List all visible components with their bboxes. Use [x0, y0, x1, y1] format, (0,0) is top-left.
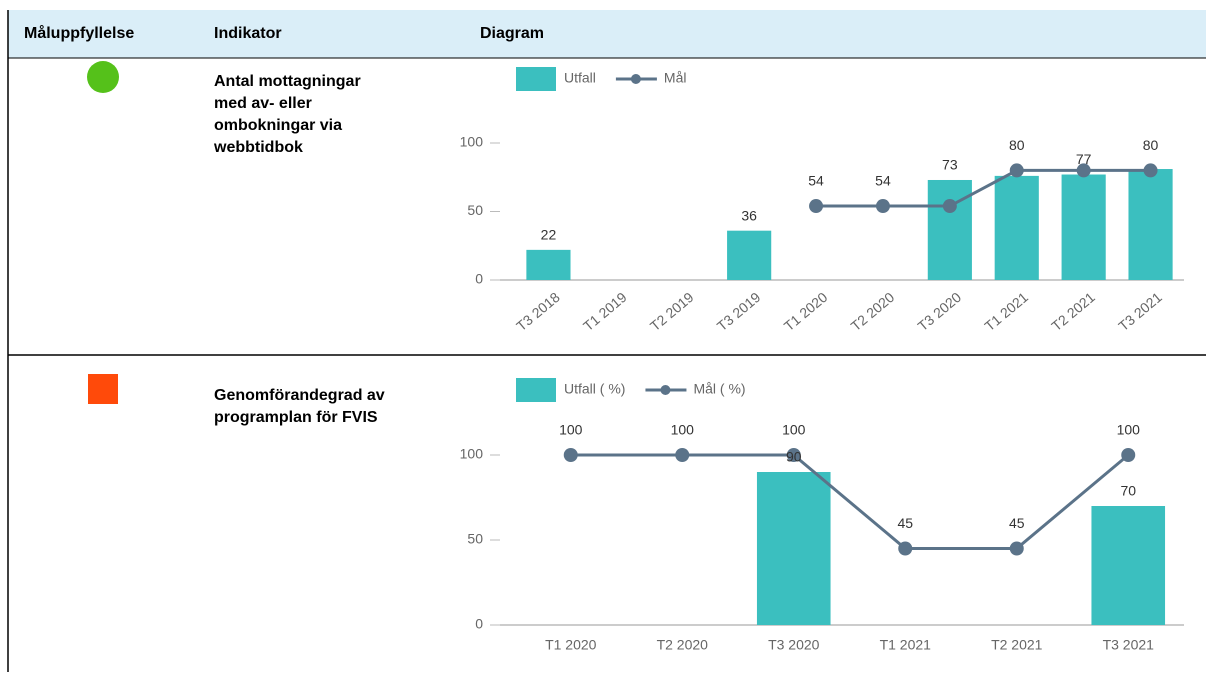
y-tick-label: 100	[460, 446, 484, 462]
indicator-text: programplan för FVIS	[214, 409, 378, 426]
x-tick-label: T3 2020	[768, 637, 820, 653]
data-label: 45	[1009, 515, 1025, 531]
line-point	[675, 448, 690, 462]
indicator-text: med av- eller	[214, 95, 312, 112]
indicator-text: webbtidbok	[213, 139, 303, 156]
data-label: 70	[1120, 483, 1136, 499]
y-tick-label: 100	[460, 134, 484, 150]
legend-swatch	[516, 378, 556, 402]
x-tick-label: T2 2021	[1048, 289, 1098, 334]
x-tick-label: T1 2019	[580, 289, 630, 334]
data-label: 100	[559, 422, 583, 438]
status-indicator	[88, 374, 118, 404]
x-tick-label: T1 2021	[880, 637, 932, 653]
y-tick-label: 50	[467, 202, 483, 218]
line-point	[1121, 448, 1136, 462]
line-point	[1076, 163, 1091, 178]
x-tick-label: T3 2021	[1115, 289, 1165, 334]
data-label: 77	[1076, 151, 1092, 167]
x-tick-label: T2 2020	[657, 637, 709, 653]
x-tick-label: T3 2018	[513, 289, 563, 334]
bar	[756, 472, 831, 625]
x-tick-label: T1 2020	[545, 637, 597, 653]
data-label: 100	[782, 422, 806, 438]
x-tick-label: T2 2020	[848, 289, 898, 334]
bar	[727, 230, 772, 280]
x-tick-label: T3 2021	[1103, 637, 1155, 653]
data-label: 73	[942, 157, 958, 173]
x-tick-label: T3 2020	[915, 289, 965, 334]
data-label: 80	[1143, 137, 1159, 153]
header-cell: Indikator	[214, 25, 282, 42]
x-tick-label: T1 2021	[981, 289, 1031, 334]
x-tick-label: T3 2019	[714, 289, 764, 334]
data-label: 22	[541, 227, 557, 243]
x-tick-label: T1 2020	[781, 289, 831, 334]
legend-swatch	[660, 385, 671, 395]
indicator-text: ombokningar via	[214, 117, 342, 134]
line-point	[786, 448, 801, 462]
line-point	[1143, 163, 1158, 178]
data-label: 45	[897, 515, 913, 531]
line-point	[1009, 541, 1024, 556]
y-tick-label: 0	[475, 616, 483, 632]
data-label: 54	[808, 173, 824, 189]
bar	[1128, 169, 1173, 280]
line-point	[1009, 163, 1024, 178]
bar	[994, 175, 1039, 280]
line	[570, 453, 1130, 550]
legend-label: Mål ( %)	[693, 381, 745, 397]
legend-label: Utfall	[564, 70, 596, 86]
y-tick-label: 0	[475, 271, 483, 287]
line-point	[875, 199, 890, 214]
bar	[927, 179, 972, 280]
header-background	[8, 10, 1206, 58]
legend-swatch	[630, 74, 641, 84]
legend-label: Mål	[664, 70, 687, 86]
status-indicator	[87, 61, 119, 93]
indicator-text: Genomförandegrad av	[214, 387, 385, 404]
legend-swatch	[516, 67, 556, 91]
line-point	[898, 541, 913, 556]
header-cell: Måluppfyllelse	[24, 24, 134, 42]
line	[816, 168, 1151, 208]
legend-label: Utfall ( %)	[564, 381, 625, 397]
data-label: 100	[671, 422, 695, 438]
x-tick-label: T2 2021	[991, 637, 1043, 653]
line-point	[563, 448, 578, 462]
header-cell: Diagram	[480, 25, 544, 42]
data-label: 36	[741, 207, 757, 223]
data-label: 54	[875, 173, 891, 189]
bar	[1091, 506, 1166, 625]
bar	[526, 249, 571, 280]
x-tick-label: T2 2019	[647, 289, 697, 334]
data-label: 100	[1117, 422, 1141, 438]
line-point	[942, 199, 957, 214]
indicator-text: Antal mottagningar	[214, 73, 361, 90]
y-tick-label: 50	[467, 531, 483, 547]
line-point	[809, 199, 824, 214]
bar	[1061, 174, 1106, 280]
data-label: 90	[786, 449, 802, 465]
data-label: 80	[1009, 137, 1025, 153]
